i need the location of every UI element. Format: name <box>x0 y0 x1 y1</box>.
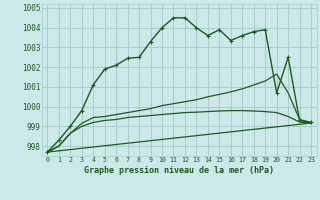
X-axis label: Graphe pression niveau de la mer (hPa): Graphe pression niveau de la mer (hPa) <box>84 166 274 175</box>
